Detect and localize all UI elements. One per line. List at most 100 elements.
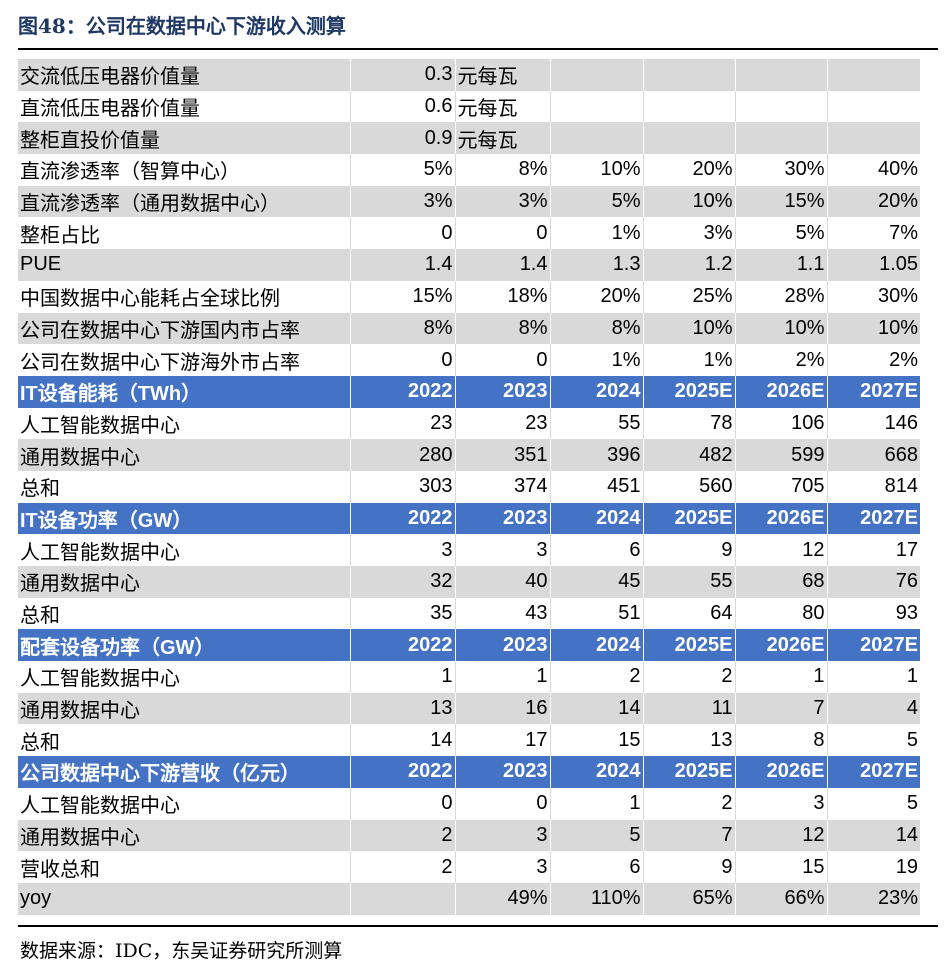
value-cell: 5% <box>735 217 828 250</box>
value-cell: 15% <box>350 280 456 313</box>
value-cell: 64 <box>643 597 736 630</box>
year-header-cell: 2024 <box>550 375 644 408</box>
value-cell: 5 <box>827 787 920 820</box>
year-header-cell: 2027E <box>827 629 920 662</box>
value-cell: 15 <box>550 724 644 757</box>
value-cell: 3 <box>455 851 551 883</box>
table-row: 人工智能数据中心 1 1 2 2 1 1 <box>18 661 920 693</box>
row-label: 公司数据中心下游营收（亿元） <box>18 756 351 788</box>
year-header-cell: 2027E <box>827 375 920 408</box>
value-cell: 668 <box>827 439 920 471</box>
value-cell: 1% <box>550 344 644 376</box>
value-cell: 78 <box>643 407 736 440</box>
year-header-cell: 2022 <box>350 756 456 788</box>
value-cell: 7 <box>643 819 736 852</box>
value-cell: 4 <box>827 692 920 725</box>
row-label: 直流渗透率（通用数据中心） <box>18 185 351 218</box>
value-cell: 32 <box>350 566 456 598</box>
value-cell: 560 <box>643 470 736 503</box>
value-cell: 45 <box>550 566 644 598</box>
year-header-cell: 2023 <box>455 375 551 408</box>
value-cell: 1 <box>550 787 644 820</box>
value-cell: 30% <box>827 280 920 313</box>
value-cell: 1 <box>735 661 828 693</box>
value-cell: 10% <box>550 154 644 186</box>
value-cell: 14 <box>550 692 644 725</box>
value-cell: 2 <box>643 661 736 693</box>
value-cell <box>350 882 456 915</box>
value-cell: 15 <box>735 851 828 883</box>
value-cell <box>550 122 644 155</box>
value-cell: 40 <box>455 566 551 598</box>
value-cell: 2 <box>350 819 456 852</box>
value-cell: 3 <box>735 787 828 820</box>
row-label: 总和 <box>18 724 351 757</box>
row-label: 公司在数据中心下游海外市占率 <box>18 344 351 376</box>
year-header-cell: 2022 <box>350 502 456 535</box>
value-cell: 1 <box>455 661 551 693</box>
year-header-cell: 2022 <box>350 375 456 408</box>
value-cell: 23 <box>455 407 551 440</box>
table-row: 直流渗透率（通用数据中心） 3% 3% 5% 10% 15% 20% <box>18 185 920 218</box>
row-label: 直流渗透率（智算中心） <box>18 154 351 186</box>
value-cell <box>827 59 920 91</box>
value-cell <box>735 59 828 91</box>
value-cell: 814 <box>827 470 920 503</box>
value-cell: 3% <box>350 185 456 218</box>
value-cell: 6 <box>550 534 644 566</box>
value-cell: 6 <box>550 851 644 883</box>
value-cell: 20% <box>643 154 736 186</box>
bottom-rule <box>18 925 938 927</box>
row-label: 整柜占比 <box>18 217 351 250</box>
table-row: 直流低压电器价值量 0.6 元每瓦 <box>18 90 920 123</box>
value-cell: 25% <box>643 280 736 313</box>
value-cell: 1.2 <box>643 249 736 281</box>
value-cell: 12 <box>735 819 828 852</box>
value-cell: 17 <box>827 534 920 566</box>
value-cell <box>735 122 828 155</box>
value-cell: 0 <box>350 787 456 820</box>
year-header-cell: 2024 <box>550 629 644 662</box>
value-cell <box>735 90 828 123</box>
row-label: 通用数据中心 <box>18 692 351 725</box>
table-row: 人工智能数据中心 0 0 1 2 3 5 <box>18 787 920 820</box>
table-row: 总和 35 43 51 64 80 93 <box>18 597 920 630</box>
year-header-cell: 2026E <box>735 375 828 408</box>
table-row: 通用数据中心 32 40 45 55 68 76 <box>18 566 920 598</box>
value-cell: 14 <box>827 819 920 852</box>
table-row: 人工智能数据中心 3 3 6 9 12 17 <box>18 534 920 566</box>
year-header-cell: 2024 <box>550 756 644 788</box>
year-header-cell: 2026E <box>735 629 828 662</box>
value-cell: 13 <box>350 692 456 725</box>
value-cell: 2% <box>735 344 828 376</box>
value-cell: 280 <box>350 439 456 471</box>
table-row: 总和 14 17 15 13 8 5 <box>18 724 920 757</box>
row-label: 总和 <box>18 597 351 630</box>
value-cell: 1.4 <box>455 249 551 281</box>
value-cell: 8% <box>455 154 551 186</box>
value-cell: 5 <box>550 819 644 852</box>
value-cell: 15% <box>735 185 828 218</box>
value-cell: 10% <box>827 312 920 345</box>
table-row: 整柜直投价值量 0.9 元每瓦 <box>18 122 920 155</box>
value-cell: 80 <box>735 597 828 630</box>
value-cell: 599 <box>735 439 828 471</box>
value-cell: 66% <box>735 882 828 915</box>
value-cell: 18% <box>455 280 551 313</box>
value-cell: 0.6 <box>350 90 456 123</box>
row-label: IT设备功率（GW） <box>18 502 351 535</box>
section-header-row: IT设备功率（GW） 2022 2023 2024 2025E 2026E 2027E <box>18 502 920 535</box>
table-row: 中国数据中心能耗占全球比例 15% 18% 20% 25% 28% 30% <box>18 280 920 313</box>
value-cell: 10% <box>735 312 828 345</box>
year-header-cell: 2026E <box>735 756 828 788</box>
row-label: 配套设备功率（GW） <box>18 629 351 662</box>
value-cell: 20% <box>550 280 644 313</box>
value-cell: 51 <box>550 597 644 630</box>
value-cell: 0.3 <box>350 59 456 91</box>
value-cell: 374 <box>455 470 551 503</box>
value-cell: 13 <box>643 724 736 757</box>
row-label: 总和 <box>18 470 351 503</box>
row-label: IT设备能耗（TWh） <box>18 375 351 408</box>
section-header-row: IT设备能耗（TWh） 2022 2023 2024 2025E 2026E 2027E <box>18 375 920 408</box>
row-label: 通用数据中心 <box>18 566 351 598</box>
